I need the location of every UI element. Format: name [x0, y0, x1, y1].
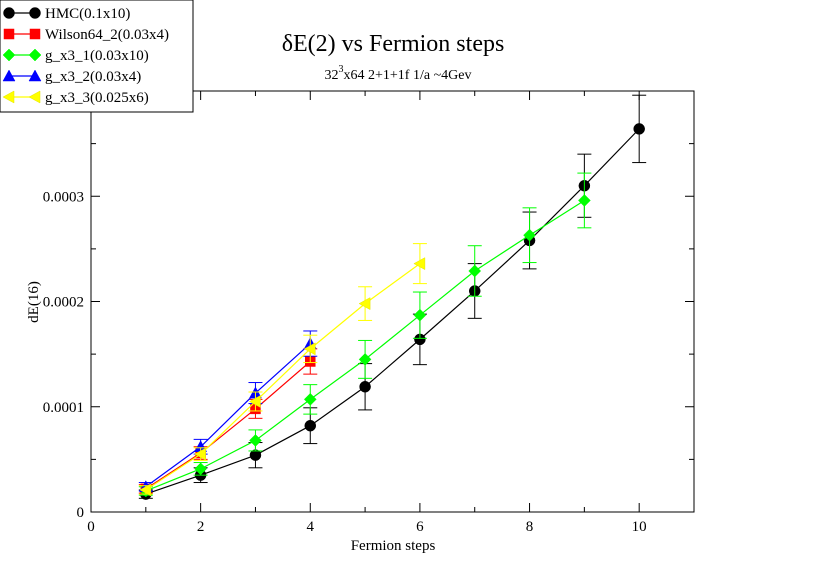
legend-marker — [2, 69, 16, 82]
x-tick-label: 6 — [416, 519, 424, 535]
legend-marker — [3, 28, 15, 40]
data-point — [248, 395, 261, 408]
legend-marker — [29, 28, 41, 40]
series-layer — [138, 94, 647, 500]
data-point — [303, 393, 317, 406]
chart-title: δE(2) vs Fermion steps — [282, 31, 505, 57]
series-line — [145, 128, 640, 495]
data-point — [249, 434, 262, 447]
data-point — [304, 419, 317, 432]
data-point — [358, 353, 372, 366]
axis-ticks: 0 2 4 6 8 10 0 0.0001 0.0002 0.0003 — [43, 90, 695, 535]
x-tick-label: 0 — [87, 519, 95, 535]
x-tick-label: 2 — [197, 519, 205, 535]
y-tick-label: 0 — [77, 505, 85, 521]
legend-label: Wilson64_2(0.03x4) — [45, 27, 169, 43]
legend-label: HMC(0.1x10) — [45, 6, 130, 22]
y-tick-label: 0.0002 — [43, 295, 84, 311]
data-point — [468, 264, 482, 278]
legend-marker — [28, 69, 42, 82]
series-HMC(0.1x10) — [138, 94, 647, 500]
x-tick-label: 8 — [526, 519, 534, 535]
x-tick-label: 4 — [307, 519, 315, 535]
data-point — [194, 447, 206, 461]
legend-marker — [28, 48, 42, 62]
legend-label: g_x3_2(0.03x4) — [45, 69, 141, 85]
series-g_x3_3(0.025x6) — [138, 243, 427, 497]
data-point — [359, 381, 371, 393]
series-line — [145, 263, 421, 491]
series-line — [145, 361, 311, 490]
legend-label: g_x3_1(0.03x10) — [45, 48, 149, 64]
legend-marker — [2, 48, 16, 62]
data-point — [358, 297, 371, 311]
legend-marker — [3, 7, 15, 19]
legend-marker — [2, 90, 15, 104]
data-point — [633, 123, 645, 135]
x-tick-label: 10 — [632, 519, 647, 535]
chart-subtitle: 323x64 2+1+1f 1/a ~4Gev — [325, 64, 472, 83]
legend: HMC(0.1x10) Wilson64_2(0.03x4) g_x3_1(0.03… — [0, 0, 194, 113]
legend-label: g_x3_3(0.025x6) — [45, 90, 149, 106]
data-point — [303, 342, 316, 356]
plot-frame — [90, 90, 695, 513]
y-tick-label: 0.0003 — [43, 189, 84, 205]
data-point — [523, 228, 536, 242]
legend-marker — [29, 7, 41, 19]
series-g_x3_2(0.03x4) — [138, 330, 318, 492]
data-point — [578, 194, 591, 207]
data-point — [413, 257, 426, 271]
data-point — [194, 462, 207, 476]
x-axis-label: Fermion steps — [351, 538, 436, 554]
y-tick-label: 0.0001 — [43, 400, 84, 416]
subtitle-superscript: 3 — [339, 64, 344, 75]
legend-marker — [28, 90, 41, 104]
y-axis-label: dE(16) — [26, 281, 42, 323]
data-point — [139, 483, 152, 497]
subtitle-rest: x64 2+1+1f 1/a ~4Gev — [344, 68, 472, 83]
data-point — [413, 308, 427, 322]
subtitle-base: 32 — [325, 68, 339, 83]
series-line — [145, 343, 311, 488]
